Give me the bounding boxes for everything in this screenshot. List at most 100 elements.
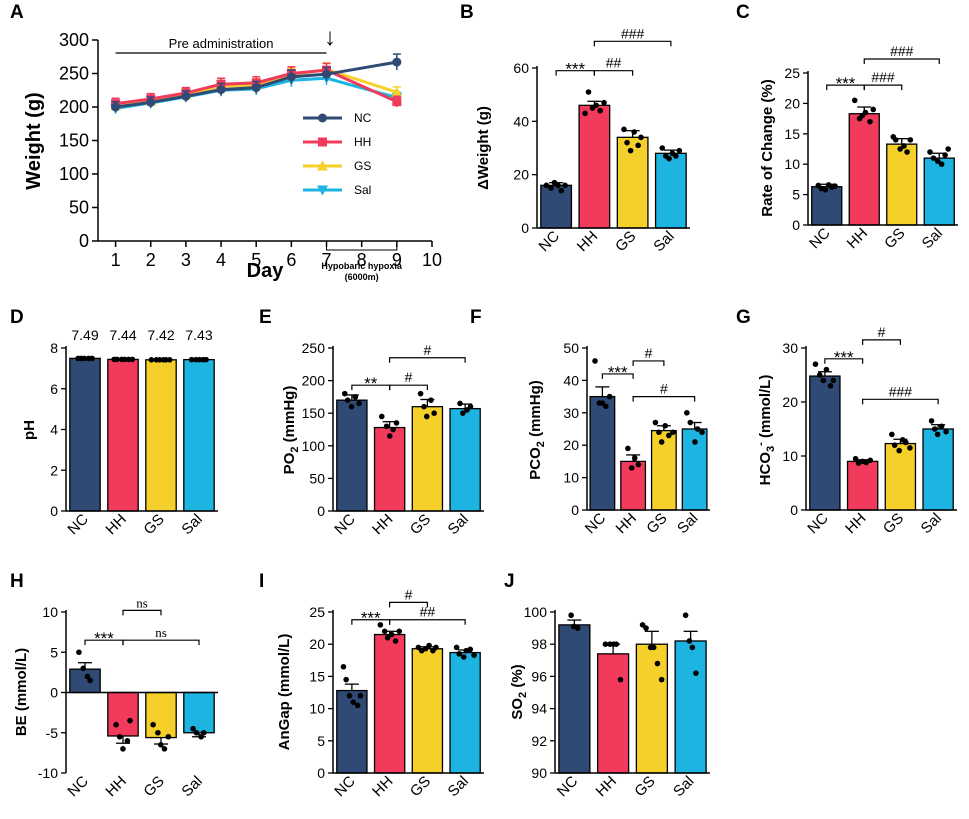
panel-e-bar-chart: E 0 50 100 150 200 250 NC HH GS Sal PO2 (mmHg) ** # # (259, 307, 484, 538)
bar-sal (674, 640, 707, 774)
x-tick-label: 10 (422, 250, 442, 270)
y-tick-label: 60 (513, 60, 529, 76)
y-axis-title-subscript: 2 (517, 692, 529, 698)
x-category-label: HH (593, 773, 620, 800)
x-tick-label: 8 (357, 250, 367, 270)
data-point (693, 670, 699, 676)
data-point (670, 429, 676, 436)
data-point (891, 442, 898, 449)
data-point (422, 645, 429, 652)
data-point (467, 403, 474, 410)
data-point (161, 746, 168, 752)
data-point (631, 455, 638, 461)
x-category-label: Sal (674, 510, 701, 537)
bar-nc (558, 624, 591, 774)
significance-label: ## (420, 604, 436, 620)
y-axis-title: Rate of Change (%) (759, 79, 776, 217)
significance-label: *** (608, 363, 628, 382)
data-point (188, 356, 195, 363)
x-category-label: GS (407, 773, 434, 800)
panel-label-c: C (736, 2, 750, 23)
data-point (927, 149, 933, 155)
y-tick-label: 250 (59, 64, 89, 84)
bar-hh (107, 691, 139, 737)
data-point (392, 638, 399, 644)
data-point (421, 403, 427, 410)
y-tick-label: 10 (782, 448, 798, 464)
data-point (76, 649, 82, 656)
data-point (943, 428, 949, 435)
data-point (568, 612, 574, 619)
data-point (832, 183, 838, 189)
panel-label-e: E (259, 307, 272, 328)
y-tick-label: 15 (309, 668, 325, 684)
legend-marker (318, 113, 327, 123)
y-axis-title-main: SO (509, 698, 526, 720)
panel-label-f: F (470, 307, 482, 328)
significance-label: ns (136, 595, 148, 610)
data-point (613, 641, 620, 647)
data-point (901, 143, 907, 149)
legend-label: NC (354, 111, 372, 125)
panel-j-bar-chart: J 90 92 94 96 98 100 NC HH GS Sal SO2 (%) (504, 571, 710, 800)
bar-hh (373, 633, 406, 774)
bar-nc (336, 689, 368, 774)
y-axis-title: ΔWeight (g) (475, 106, 492, 190)
x-category-label: HH (842, 510, 869, 537)
y-tick-label: 300 (59, 30, 89, 50)
panel-label-i: I (259, 571, 264, 592)
legend-label: GS (354, 159, 371, 173)
y-tick-label: 20 (513, 167, 529, 183)
y-axis-title-units: (mmol/L) (757, 375, 774, 443)
bar-nc (69, 668, 101, 694)
y-tick-label: 250 (302, 340, 326, 356)
x-category-label: Sal (918, 510, 945, 537)
data-point (344, 397, 351, 403)
data-point (357, 692, 364, 699)
y-tick-label: 50 (563, 340, 579, 356)
data-point (892, 137, 899, 143)
data-point (124, 738, 131, 744)
data-point (558, 187, 565, 194)
bar-sal (183, 691, 215, 734)
y-axis-title-main: Rate of Change (%) (759, 79, 776, 217)
significance-bracket (122, 609, 162, 616)
significance-bracket (389, 619, 466, 625)
panel-d-bar-chart: D 0 2 4 6 8 NC HH GS Sal pH 7.49 7.44 7.42 7.43 (10, 307, 218, 538)
data-point (928, 418, 935, 424)
data-point (457, 400, 463, 407)
y-axis-title: AnGap (mmol/L) (276, 634, 293, 751)
y-tick-label: 100 (524, 604, 548, 620)
bar-gs (411, 648, 444, 774)
y-tick-label: 200 (302, 373, 326, 389)
data-point (166, 357, 173, 363)
data-point (562, 182, 568, 189)
legend-marker (317, 160, 328, 171)
x-category-label: GS (612, 228, 639, 255)
data-point (823, 366, 830, 373)
x-category-label: NC (536, 228, 563, 255)
y-tick-label: 0 (317, 503, 325, 519)
data-point (582, 110, 588, 117)
bar-hh (373, 426, 406, 512)
data-point (386, 433, 393, 439)
data-point (662, 422, 669, 429)
data-point (631, 129, 637, 135)
y-tick-label: 0 (317, 765, 325, 781)
data-point (417, 390, 424, 397)
y-tick-label: 150 (302, 405, 326, 421)
y-axis-title-units: (mmHg) (281, 386, 298, 447)
data-point (863, 459, 869, 466)
x-category-label: GS (407, 511, 434, 538)
data-point (643, 625, 649, 631)
data-point (383, 423, 390, 430)
y-tick-label: 10 (784, 156, 800, 172)
data-point (356, 400, 362, 407)
significance-label: ### (871, 69, 895, 85)
y-tick-label: 20 (782, 394, 798, 410)
data-point (381, 628, 388, 635)
data-point (617, 676, 624, 683)
data-point (692, 439, 698, 445)
